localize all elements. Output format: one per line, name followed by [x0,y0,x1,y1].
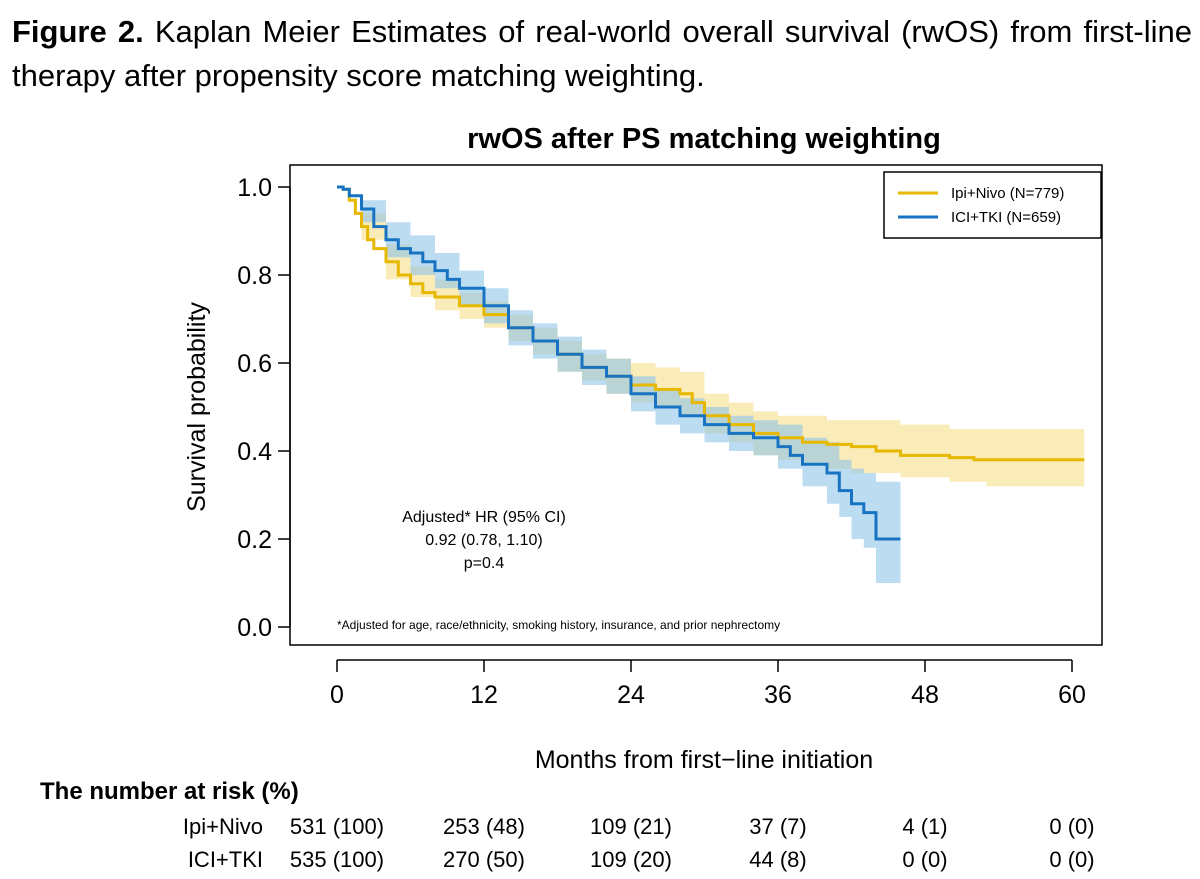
legend-box [883,171,1102,239]
risk-cell: 0 (0) [1049,847,1095,872]
y-tick-label: 0.8 [237,262,272,290]
y-tick-label: 0.2 [237,526,272,554]
risk-cell: 535 (100) [289,847,385,872]
x-tick-label: 24 [617,681,645,709]
ci-band-1 [337,187,901,583]
legend: Ipi+Nivo (N=779) ICI+TKI (N=659) [883,171,1102,239]
risk-cell: 531 (100) [289,814,385,839]
y-tick-label: 0.6 [237,350,272,378]
figure-caption: Figure 2. Kaplan Meier Estimates of real… [12,10,1192,98]
figure-label: Figure 2. [12,14,144,49]
chart-title: rwOS after PS matching weighting [467,123,941,155]
survival-curve-1 [337,185,901,541]
hr-value: 0.92 (0.78, 1.10) [425,532,542,549]
y-axis: 0.0 0.2 0.4 0.6 0.8 1.0 [237,174,291,642]
y-axis-label: Survival probability [183,302,211,512]
hr-label: Adjusted* HR (95% CI) [402,509,566,526]
figure-caption-text: Kaplan Meier Estimates of real-world ove… [12,14,1192,93]
risk-row-label: Ipi+Nivo [182,814,263,839]
risk-cell: 270 (50) [443,847,525,872]
x-axis: 0 12 24 36 48 60 [330,659,1086,709]
risk-cell: 0 (0) [902,847,948,872]
risk-cell: 37 (7) [749,814,807,839]
risk-cell: 253 (48) [443,814,525,839]
risk-cell: 109 (20) [590,847,672,872]
y-tick-label: 0.0 [237,614,272,642]
legend-label-ici-tki: ICI+TKI (N=659) [951,209,1061,226]
legend-label-ipi-nivo: Ipi+Nivo (N=779) [951,185,1064,202]
risk-cell: 0 (0) [1049,814,1095,839]
risk-row-label: ICI+TKI [187,847,263,872]
x-axis-label: Months from first−line initiation [535,746,873,774]
risk-cell: 109 (21) [590,814,672,839]
risk-cell: 44 (8) [749,847,807,872]
confidence-bands [337,187,1085,583]
risk-cell: 4 (1) [902,814,948,839]
x-tick-label: 36 [764,681,792,709]
adjustment-footnote: *Adjusted for age, race/ethnicity, smoki… [337,618,780,632]
risk-table-title: The number at risk (%) [40,778,299,805]
risk-row: ICI+TKI 535 (100) 270 (50) 109 (20) 44 (8) 0 … [0,847,1200,877]
survival-curves [337,185,1085,541]
x-tick-label: 60 [1058,681,1086,709]
risk-row: Ipi+Nivo 531 (100) 253 (48) 109 (21) 37 (7) 4… [0,814,1200,844]
x-tick-label: 12 [470,681,498,709]
y-tick-label: 1.0 [237,174,272,202]
y-tick-label: 0.4 [237,438,272,466]
x-tick-label: 48 [911,681,939,709]
p-value: p=0.4 [464,555,505,572]
x-tick-label: 0 [330,681,344,709]
